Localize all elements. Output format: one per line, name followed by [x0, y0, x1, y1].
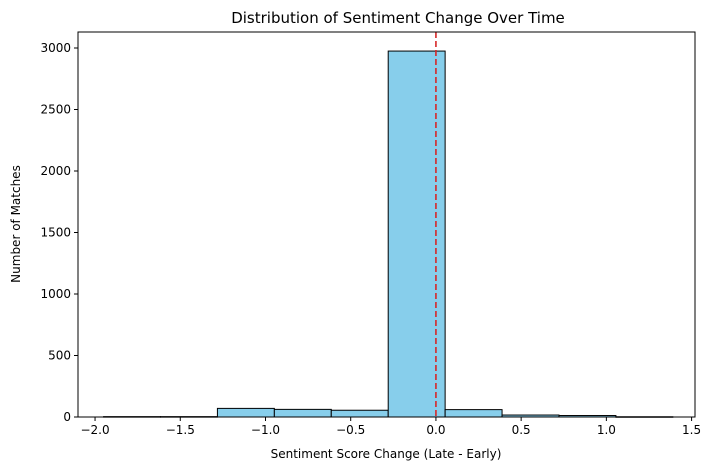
x-tick-label-0: −2.0 [80, 423, 109, 437]
y-tick-label-6: 3000 [40, 41, 71, 55]
y-axis: 0 500 1000 1500 2000 2500 3000 [40, 41, 78, 424]
x-tick-label-4: 0.0 [426, 423, 445, 437]
x-axis-label: Sentiment Score Change (Late - Early) [271, 447, 502, 461]
chart-title: Distribution of Sentiment Change Over Ti… [231, 9, 565, 27]
y-tick-label-1: 500 [48, 348, 71, 362]
y-tick-label-5: 2500 [40, 102, 71, 116]
x-tick-label-1: −1.5 [166, 423, 195, 437]
histogram-bar-6 [444, 409, 503, 418]
x-tick-label-3: −0.5 [336, 423, 365, 437]
histogram-bar-4 [330, 409, 389, 418]
y-tick-label-0: 0 [63, 410, 71, 424]
x-axis: −2.0 −1.5 −1.0 −0.5 0.0 0.5 1.0 1.5 [80, 417, 701, 437]
y-axis-label: Number of Matches [9, 165, 23, 283]
x-tick-label-2: −1.0 [251, 423, 280, 437]
y-tick-label-4: 2000 [40, 164, 71, 178]
histogram-bar-3 [273, 408, 332, 418]
y-tick-label-3: 1500 [40, 225, 71, 239]
histogram-bar-2 [216, 407, 275, 418]
plot-frame [77, 31, 696, 418]
x-tick-label-7: 1.5 [682, 423, 701, 437]
bars-group [103, 50, 674, 418]
x-tick-label-5: 0.5 [512, 423, 531, 437]
y-tick-label-2: 1000 [40, 287, 71, 301]
x-tick-label-6: 1.0 [597, 423, 616, 437]
